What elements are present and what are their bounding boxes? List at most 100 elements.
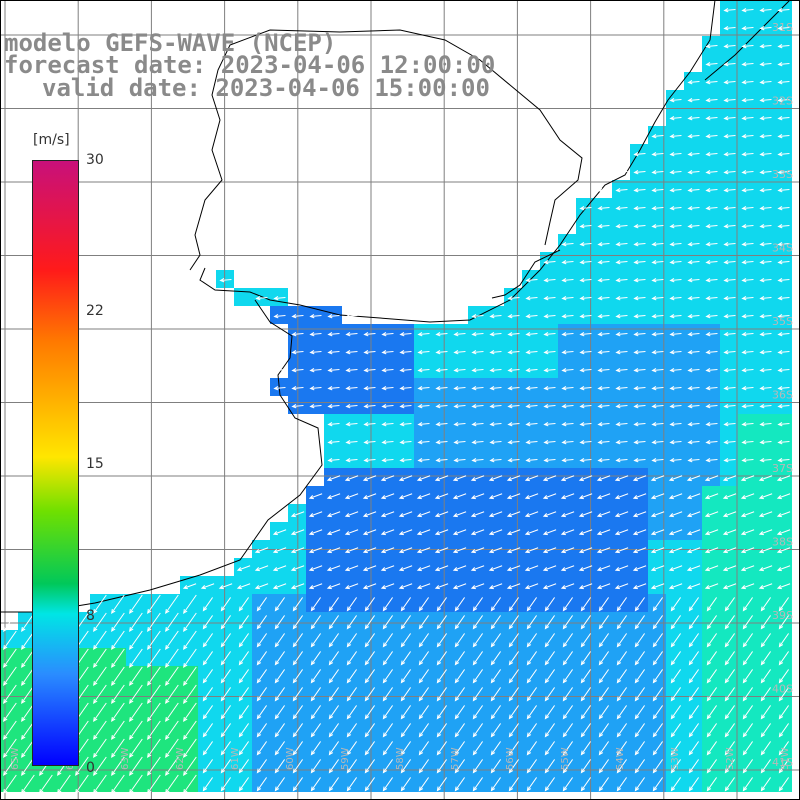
longitude-label: 54W [615, 747, 626, 770]
field-cell [270, 594, 288, 612]
field-cell [720, 234, 738, 252]
wind-arrow [651, 350, 664, 355]
field-cell [684, 684, 702, 702]
field-cell [666, 468, 684, 486]
wind-arrow [471, 332, 484, 337]
wind-arrow [578, 529, 593, 536]
wind-arrow [309, 350, 322, 355]
wind-arrow [776, 529, 791, 536]
wind-arrow [220, 669, 231, 684]
field-cell [666, 234, 684, 252]
field-cell [432, 666, 450, 684]
field-cell [522, 666, 540, 684]
wind-arrow [310, 705, 321, 720]
wind-arrow [634, 723, 645, 738]
wind-arrow [760, 723, 771, 738]
wind-arrow [597, 242, 610, 247]
field-cell [702, 216, 720, 234]
wind-arrow [202, 633, 213, 648]
wind-arrow [616, 597, 627, 612]
wind-arrow [741, 350, 754, 355]
field-cell [756, 36, 774, 54]
field-cell [666, 90, 684, 108]
field-cell [756, 522, 774, 540]
wind-arrow [777, 134, 790, 139]
wind-arrow [416, 511, 431, 518]
latitude-label: 33S [772, 168, 793, 181]
field-cell [342, 612, 360, 630]
field-cell [378, 774, 396, 792]
wind-arrow [526, 687, 537, 702]
wind-arrow [382, 705, 393, 720]
wind-arrow [705, 332, 718, 337]
field-cell [738, 198, 756, 216]
field-cell [360, 666, 378, 684]
field-cell [558, 702, 576, 720]
field-cell [486, 486, 504, 504]
latitude-label: 39S [772, 609, 793, 622]
field-cell [774, 36, 792, 54]
wind-arrow [542, 547, 557, 554]
wind-arrow [435, 440, 448, 445]
wind-arrow [3, 648, 17, 668]
field-cell [360, 378, 378, 396]
wind-arrow [472, 777, 483, 792]
field-cell [378, 756, 396, 774]
field-cell [558, 504, 576, 522]
field-cell [630, 252, 648, 270]
field-cell [774, 720, 792, 738]
wind-arrow [616, 633, 627, 648]
wind-arrow [507, 368, 520, 373]
field-cell [306, 324, 324, 342]
field-cell [324, 684, 342, 702]
wind-arrow [722, 475, 737, 482]
wind-arrow [651, 422, 664, 427]
wind-arrow [508, 597, 519, 612]
wind-arrow [777, 368, 790, 373]
wind-arrow [634, 705, 645, 720]
wind-arrow [778, 723, 789, 738]
latitude-label: 41S [772, 756, 793, 769]
field-cell [378, 432, 396, 450]
wind-arrow [506, 493, 521, 500]
wind-arrow [724, 705, 735, 720]
wind-arrow [328, 615, 339, 630]
field-cell [504, 684, 522, 702]
wind-arrow [183, 702, 197, 722]
field-cell [648, 198, 666, 216]
wind-arrow [398, 547, 413, 554]
wind-arrow [760, 777, 771, 792]
field-cell [504, 504, 522, 522]
wind-arrow [759, 224, 772, 229]
wind-arrow [580, 651, 591, 666]
field-cell [576, 522, 594, 540]
wind-arrow [777, 332, 790, 337]
field-cell [630, 702, 648, 720]
wind-arrow [598, 777, 609, 792]
wind-arrow [633, 224, 646, 229]
wind-arrow [633, 242, 646, 247]
wind-arrow [129, 684, 143, 704]
wind-arrow [417, 422, 430, 427]
wind-arrow [634, 777, 645, 792]
wind-arrow [364, 741, 375, 756]
wind-arrow [380, 583, 395, 590]
field-cell [324, 378, 342, 396]
wind-arrow [434, 511, 449, 518]
field-cell [738, 630, 756, 648]
wind-arrow [759, 80, 772, 85]
field-cell [648, 432, 666, 450]
wind-arrow [93, 630, 107, 650]
wind-arrow [723, 134, 736, 139]
wind-arrow [254, 547, 269, 554]
field-cell [702, 324, 720, 342]
field-cell [396, 702, 414, 720]
wind-arrow [686, 475, 701, 482]
field-cell [540, 594, 558, 612]
wind-arrow [202, 759, 213, 774]
wind-arrow [238, 615, 249, 630]
wind-arrow [327, 386, 340, 391]
wind-arrow [760, 615, 771, 630]
field-cell [576, 306, 594, 324]
field-cell [756, 342, 774, 360]
